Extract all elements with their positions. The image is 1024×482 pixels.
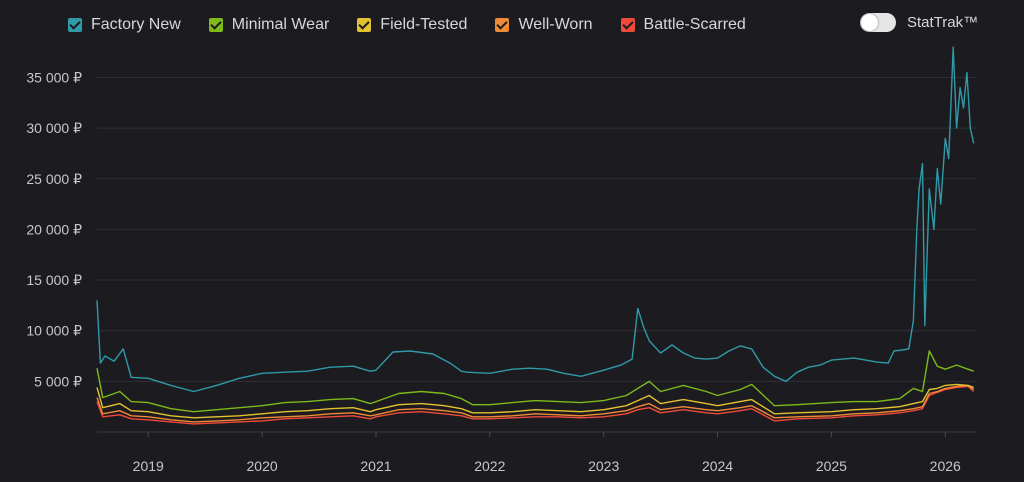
- y-tick-label: 35 000 ₽: [26, 69, 82, 85]
- series-line-battle-scarred: [96, 385, 975, 425]
- legend-item-field-tested[interactable]: Field-Tested: [357, 16, 467, 34]
- stattrak-label: StatTrak™: [907, 14, 979, 31]
- legend-item-well-worn[interactable]: Well-Worn: [495, 16, 593, 34]
- series-lines: [96, 46, 975, 425]
- legend-item-factory-new[interactable]: Factory New: [68, 16, 181, 34]
- y-tick-label: 30 000 ₽: [26, 120, 82, 136]
- checkbox-icon[interactable]: [620, 18, 635, 32]
- x-tick-label: 2019: [133, 458, 164, 474]
- y-tick-label: 10 000 ₽: [26, 323, 82, 339]
- legend-label: Field-Tested: [380, 16, 468, 33]
- series-line-field-tested: [96, 383, 974, 419]
- stattrak-toggle[interactable]: StatTrak™: [860, 13, 978, 32]
- series-line-minimal-wear: [96, 350, 974, 413]
- checkbox-icon[interactable]: [495, 18, 510, 32]
- legend-label: Battle-Scarred: [643, 16, 746, 33]
- x-tick-label: 2025: [816, 458, 847, 474]
- legend-label: Well-Worn: [518, 16, 593, 33]
- series-line-well-worn: [96, 384, 975, 423]
- x-tick-label: 2020: [247, 458, 278, 474]
- legend-label: Factory New: [91, 16, 181, 33]
- toggle-switch[interactable]: [860, 13, 896, 32]
- x-tick-label: 2024: [702, 458, 733, 474]
- legend-item-battle-scarred[interactable]: Battle-Scarred: [620, 16, 746, 34]
- x-tick-label: 2023: [588, 458, 619, 474]
- y-tick-label: 25 000 ₽: [26, 171, 82, 187]
- x-tick-label: 2022: [474, 458, 505, 474]
- checkbox-icon[interactable]: [357, 18, 372, 32]
- legend-item-minimal-wear[interactable]: Minimal Wear: [208, 16, 330, 34]
- checkbox-icon[interactable]: [208, 18, 223, 32]
- toggle-knob: [861, 14, 878, 31]
- x-tick-label: 2026: [930, 458, 961, 474]
- grid-lines: [97, 76, 976, 433]
- y-axis-ticks: 5 000 ₽ 10 000 ₽ 15 000 ₽ 20 000 ₽ 25 000 ₽ 3…: [26, 69, 82, 389]
- y-tick-label: 20 000 ₽: [26, 221, 82, 237]
- checkbox-icon[interactable]: [68, 18, 82, 32]
- y-tick-label: 5 000 ₽: [34, 373, 82, 389]
- x-axis-ticks: 2019 2020 2021 2022 2023 2024 2025 2026: [133, 432, 961, 474]
- y-tick-label: 15 000 ₽: [26, 272, 82, 288]
- legend-label: Minimal Wear: [231, 16, 330, 33]
- chart-legend: Factory New Minimal Wear Field-Tested We…: [68, 14, 774, 36]
- x-tick-label: 2021: [360, 458, 391, 474]
- series-line-factory-new: [96, 46, 975, 393]
